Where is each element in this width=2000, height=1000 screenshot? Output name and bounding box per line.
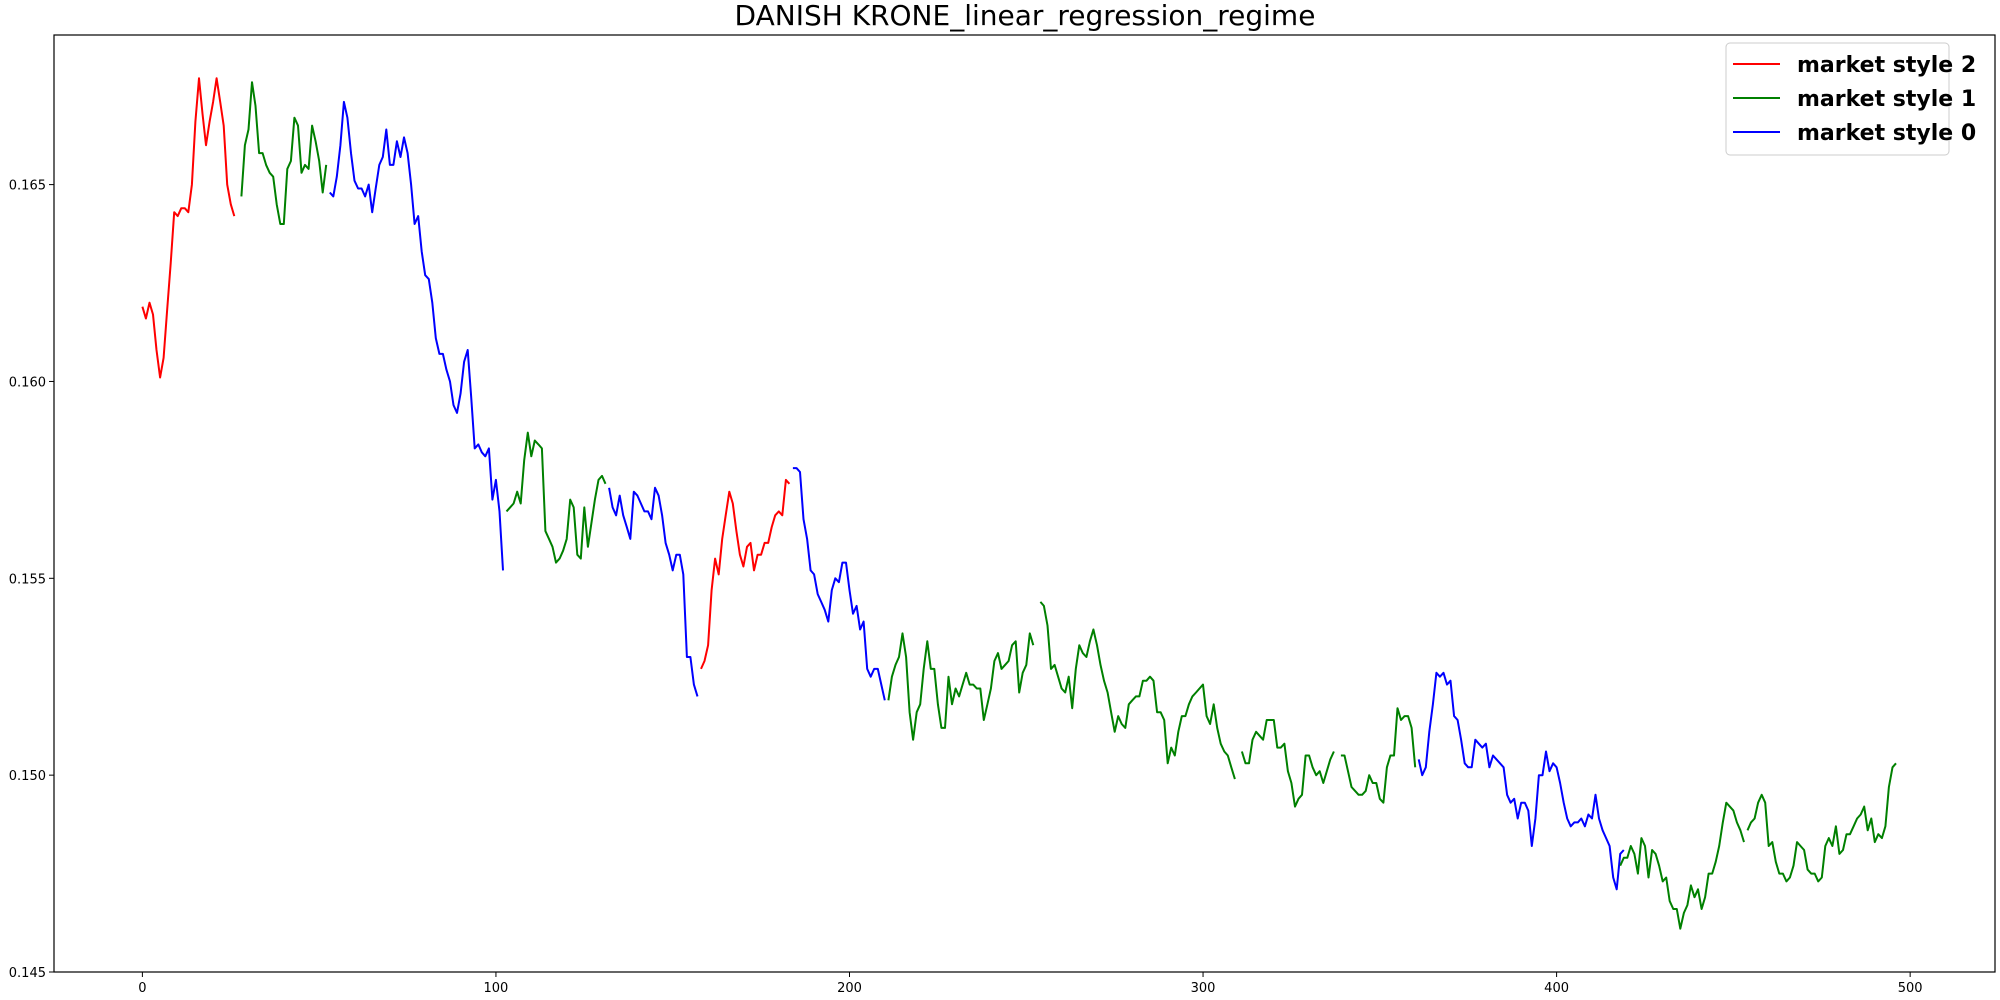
chart-title: DANISH KRONE_linear_regression_regime	[735, 0, 1316, 32]
x-tick-label: 200	[837, 981, 862, 996]
legend-label-0: market style 2	[1797, 53, 1976, 78]
series-line-market-style-0-segment-3	[329, 100, 504, 571]
series-line-market-style-0-segment-7	[792, 467, 886, 701]
legend-box	[1725, 42, 1950, 156]
plot-frame	[53, 34, 1996, 973]
legend-label-2: market style 0	[1797, 121, 1976, 146]
y-tick-label: 0.160	[9, 375, 46, 390]
x-tick-label: 500	[1898, 981, 1923, 996]
series-line-market-style-2-segment-1	[141, 77, 236, 379]
series-line-market-style-1-segment-11	[1340, 707, 1417, 804]
series-line-market-style-0-segment-12	[1417, 671, 1625, 891]
y-tick-label: 0.150	[9, 769, 46, 784]
series-line-market-style-1-segment-9	[1039, 601, 1236, 780]
series-line-market-style-1-segment-8	[887, 632, 1035, 741]
y-axis: 0.145 0.150 0.155 0.160 0.165	[9, 179, 54, 981]
x-tick-label: 400	[1544, 981, 1569, 996]
legend: market style 2 market style 1 market style…	[1725, 42, 1976, 156]
legend-label-1: market style 1	[1797, 87, 1976, 112]
y-tick-label: 0.155	[9, 572, 46, 587]
series-layer	[141, 77, 1897, 930]
series-line-market-style-0-segment-5	[608, 486, 699, 697]
y-tick-label: 0.165	[9, 179, 46, 194]
series-line-market-style-1-segment-2	[240, 81, 328, 225]
x-tick-label: 300	[1191, 981, 1216, 996]
series-line-market-style-1-segment-10	[1240, 719, 1335, 808]
y-tick-label: 0.145	[9, 966, 46, 981]
x-tick-label: 100	[484, 981, 509, 996]
series-line-market-style-1-segment-13	[1619, 801, 1745, 930]
series-line-market-style-1-segment-4	[505, 431, 607, 564]
series-line-market-style-1-segment-14	[1746, 762, 1897, 883]
x-axis: 0 100 200 300 400 500	[138, 972, 1923, 996]
series-line-market-style-2-segment-6	[700, 478, 791, 670]
x-tick-label: 0	[138, 981, 146, 996]
